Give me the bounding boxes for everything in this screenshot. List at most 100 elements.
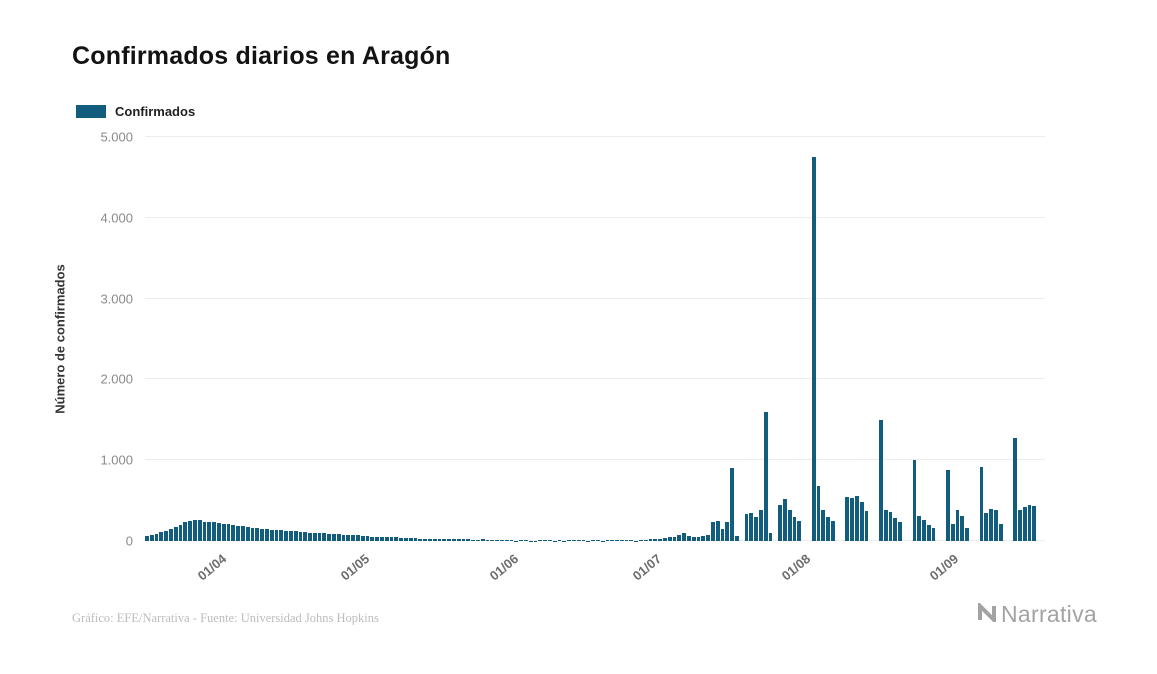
x-tick-label: 01/04 <box>194 551 229 584</box>
x-axis: 01/04 01/05 01/06 01/07 01/08 01/09 <box>145 543 1045 605</box>
bar <box>610 539 615 541</box>
gridline <box>145 216 1045 218</box>
bar <box>1022 507 1027 541</box>
bar <box>399 537 404 541</box>
bar <box>845 496 850 541</box>
bar <box>557 540 562 541</box>
bar <box>423 538 428 541</box>
bar <box>917 515 922 541</box>
bar <box>663 537 667 541</box>
bar <box>178 524 183 541</box>
bar <box>164 530 168 541</box>
bar <box>145 536 149 541</box>
bar <box>931 528 936 541</box>
bar <box>778 504 782 541</box>
bar <box>898 522 902 541</box>
bar <box>202 521 207 541</box>
bar <box>763 411 768 541</box>
bar <box>375 536 380 541</box>
bar <box>850 498 854 541</box>
bar <box>893 518 898 541</box>
bar <box>998 524 1003 541</box>
bar <box>499 540 504 541</box>
chart-title: Confirmados diarios en Aragón <box>72 42 451 70</box>
bar <box>538 540 543 541</box>
bar <box>404 537 408 541</box>
bar <box>456 539 461 541</box>
bar <box>922 520 926 541</box>
bar <box>149 534 154 541</box>
bar <box>768 532 773 541</box>
bar <box>754 516 758 541</box>
bar <box>711 522 715 541</box>
x-tick-label: 01/07 <box>629 551 665 584</box>
bar <box>509 540 514 541</box>
bar <box>351 534 356 541</box>
bar <box>279 529 284 541</box>
bar <box>955 510 960 541</box>
bar <box>787 510 792 541</box>
bar <box>643 539 648 541</box>
bar <box>749 512 754 541</box>
bar <box>1027 504 1032 541</box>
bar <box>380 536 384 541</box>
y-tick-label: 4.000 <box>100 210 133 226</box>
bar <box>360 535 365 541</box>
bar <box>370 536 375 541</box>
bar <box>1018 510 1022 541</box>
bar <box>188 520 192 541</box>
bar <box>216 522 221 541</box>
bar <box>725 521 730 541</box>
bar <box>327 533 332 541</box>
bar <box>471 539 475 541</box>
y-tick-label: 5.000 <box>100 129 133 145</box>
bar <box>365 536 370 541</box>
legend: Confirmados <box>76 104 195 119</box>
x-tick-label: 01/05 <box>337 551 373 584</box>
bar <box>759 510 763 541</box>
bar <box>571 540 576 541</box>
bar <box>274 530 279 541</box>
bar <box>1032 506 1037 541</box>
bar <box>672 536 677 541</box>
bar <box>792 516 797 541</box>
gridline <box>145 459 1045 461</box>
plot-area: 0 1.000 2.000 3.000 4.000 5.000 <box>100 130 1045 549</box>
bar <box>317 533 322 541</box>
bar <box>883 510 888 541</box>
bar <box>504 539 509 541</box>
x-tick-label: 01/06 <box>486 551 521 584</box>
bar <box>888 511 893 541</box>
bar <box>245 527 250 541</box>
bar <box>821 510 826 541</box>
bar <box>547 540 552 541</box>
bar <box>408 538 413 541</box>
bar <box>854 495 859 541</box>
bar <box>341 534 346 541</box>
bar <box>648 539 653 541</box>
bar <box>389 537 394 541</box>
bar <box>432 538 437 541</box>
gridline <box>145 136 1045 137</box>
bar <box>830 520 835 541</box>
bar <box>293 531 298 541</box>
bar <box>322 533 327 541</box>
bar <box>236 526 240 541</box>
bar <box>231 525 236 541</box>
bar <box>706 534 711 541</box>
bar <box>826 516 830 541</box>
bar <box>308 532 312 541</box>
bar <box>154 533 159 541</box>
bar <box>989 508 994 541</box>
bar <box>437 538 442 541</box>
bar <box>485 539 490 541</box>
bar <box>946 469 950 541</box>
bar <box>615 540 619 541</box>
bar <box>255 528 260 541</box>
bar <box>994 510 998 541</box>
bar <box>543 540 547 541</box>
bar <box>298 531 303 541</box>
bar <box>639 540 643 541</box>
bar <box>226 524 231 541</box>
bar <box>965 528 970 541</box>
